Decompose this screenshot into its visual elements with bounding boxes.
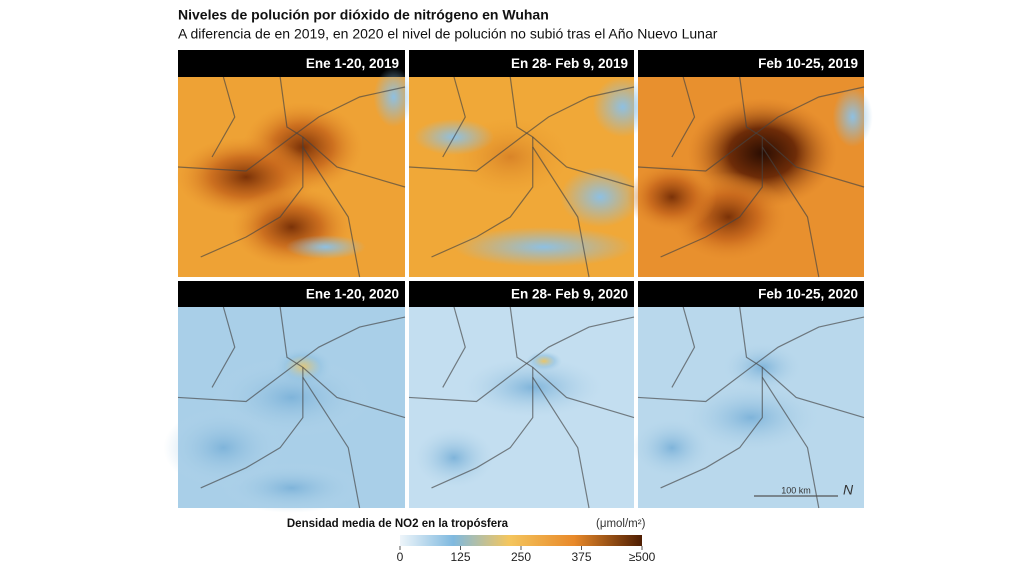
map-panel: En 28- Feb 9, 2019	[408, 50, 653, 278]
road	[302, 377, 361, 509]
road	[200, 367, 304, 489]
panel-label: Ene 1-20, 2020	[306, 287, 399, 302]
panel-header	[638, 50, 864, 77]
panel-header	[178, 281, 405, 307]
panel-label: En 28- Feb 9, 2020	[511, 287, 628, 302]
pollution-area	[285, 235, 366, 259]
legend-title: Densidad media de NO2 en la tropósfera	[287, 518, 509, 530]
scale-label: 100 km	[781, 485, 811, 495]
color-bar	[400, 535, 642, 546]
panel-label: Feb 10-25, 2020	[758, 287, 858, 302]
road	[408, 86, 635, 172]
road	[761, 377, 820, 509]
pollution-area	[373, 67, 414, 127]
pollution-area	[414, 427, 494, 488]
road	[211, 306, 236, 388]
legend-tick-label: 125	[450, 550, 470, 564]
legend-tick-label: ≥500	[629, 550, 656, 564]
north-arrow: N	[843, 482, 854, 498]
road	[302, 146, 361, 278]
scale-bar: 100 km N	[754, 482, 854, 498]
road	[532, 146, 590, 278]
panel-label: Feb 10-25, 2019	[758, 56, 858, 71]
pollution-area	[626, 162, 717, 232]
pollution-area	[681, 382, 821, 453]
legend-tick-label: 0	[397, 550, 404, 564]
map-panel: Feb 10-25, 2019	[626, 50, 873, 278]
road	[660, 367, 763, 489]
road	[761, 146, 820, 278]
road	[442, 76, 466, 158]
road	[442, 306, 466, 388]
panel-header	[638, 281, 864, 307]
panel-header	[409, 281, 634, 307]
legend-tick-label: 375	[571, 550, 591, 564]
road	[431, 367, 534, 489]
road	[671, 76, 696, 158]
road	[177, 86, 406, 172]
map-panel: Feb 10-25, 2020	[631, 281, 865, 509]
panel-label: En 28- Feb 9, 2019	[511, 56, 628, 71]
road	[637, 316, 865, 403]
map-grid: Ene 1-20, 2019 En 28- Feb 9, 2019 Feb 10-2…	[163, 50, 873, 513]
legend-tick-label: 250	[511, 550, 531, 564]
road	[200, 137, 304, 258]
road	[532, 377, 590, 509]
title: Niveles de polución por dióxido de nitró…	[178, 7, 549, 23]
subtitle: A diferencia de en 2019, en 2020 el nive…	[178, 26, 718, 42]
panel-label: Ene 1-20, 2019	[306, 56, 399, 71]
pollution-area	[221, 462, 362, 513]
road	[671, 306, 696, 388]
pollution-area	[454, 227, 634, 267]
pollution-area	[592, 77, 653, 137]
road	[408, 316, 635, 403]
panel-header	[178, 50, 405, 77]
road	[211, 76, 236, 158]
pollution-area	[832, 87, 873, 147]
map-panel: En 28- Feb 9, 2020	[408, 281, 635, 509]
pollution-area	[631, 417, 712, 478]
road	[177, 316, 406, 403]
map-panel: Ene 1-20, 2019	[176, 50, 414, 278]
panel-header	[409, 50, 634, 77]
road	[660, 137, 763, 258]
legend: Densidad media de NO2 en la tropósfera (…	[287, 518, 656, 564]
legend-unit: (μmol/m²)	[596, 518, 646, 530]
road	[431, 137, 534, 258]
road	[637, 86, 865, 172]
pollution-area	[560, 167, 641, 227]
map-panel: Ene 1-20, 2020	[163, 281, 406, 513]
